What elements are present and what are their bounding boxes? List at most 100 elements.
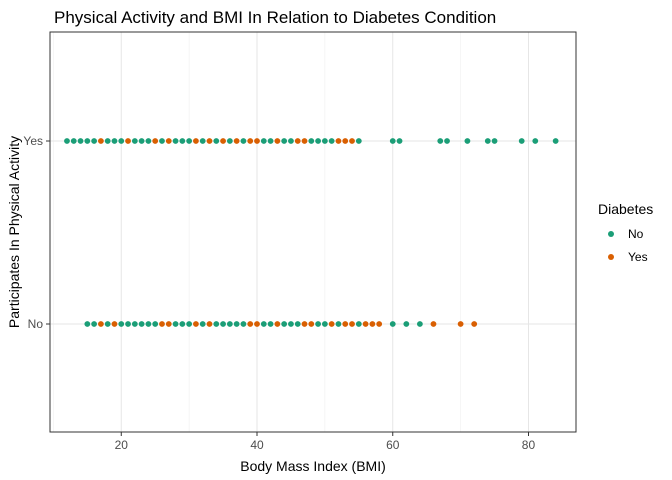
data-point-diabetes-no [226,321,233,327]
data-point-diabetes-no [315,138,321,144]
data-point-diabetes-no [213,321,220,327]
data-point-diabetes-no [532,138,539,144]
data-point-diabetes-no [131,321,138,327]
legend-label-yes: Yes [628,250,648,264]
data-point-diabetes-no [226,138,233,144]
data-point-diabetes-yes [342,321,349,327]
data-point-diabetes-no [199,138,206,144]
data-point-diabetes-yes [254,321,260,327]
data-point-diabetes-no [186,321,193,327]
data-point-diabetes-no [159,138,165,144]
data-point-diabetes-no [288,138,294,144]
data-point-diabetes-yes [335,138,342,144]
data-point-diabetes-no [437,138,444,144]
data-point-diabetes-no [64,138,70,144]
data-point-diabetes-no [308,138,315,144]
y-tick-label: Yes [23,134,43,148]
x-axis: 20 40 60 80 [115,432,536,452]
y-axis: No Yes [23,134,50,331]
data-point-diabetes-yes [247,138,254,144]
data-point-diabetes-no [355,321,362,327]
data-point-diabetes-no [179,321,186,327]
data-point-diabetes-yes [308,321,315,327]
legend-key-yes [608,254,614,260]
data-point-diabetes-no [172,321,179,327]
x-tick-label: 40 [250,438,264,452]
data-point-diabetes-no [321,321,328,327]
data-point-diabetes-no [416,321,423,327]
x-tick-label: 80 [522,438,536,452]
data-point-diabetes-no [240,138,247,144]
data-point-diabetes-no [138,321,145,327]
data-point-diabetes-no [111,138,118,144]
data-point-diabetes-no [389,321,396,327]
data-point-diabetes-yes [349,138,355,144]
data-point-diabetes-no [484,138,491,144]
data-point-diabetes-no [518,138,525,144]
data-point-diabetes-yes [349,321,355,327]
data-point-diabetes-no [321,138,328,144]
data-point-diabetes-yes [111,321,118,327]
data-point-diabetes-yes [165,138,172,144]
data-point-diabetes-no [315,321,321,327]
data-point-diabetes-yes [159,321,165,327]
data-point-diabetes-no [70,138,77,144]
data-point-diabetes-no [396,138,403,144]
data-point-diabetes-yes [193,138,199,144]
legend-title: Diabetes [598,201,653,217]
data-point-diabetes-no [294,321,301,327]
data-point-diabetes-no [281,138,288,144]
data-point-diabetes-no [145,321,152,327]
data-point-diabetes-no [403,321,410,327]
data-point-diabetes-yes [328,321,335,327]
data-point-diabetes-no [491,138,498,144]
data-point-diabetes-no [267,138,274,144]
data-point-diabetes-no [118,138,125,144]
data-point-diabetes-yes [342,138,349,144]
data-point-diabetes-yes [220,138,226,144]
data-point-diabetes-yes [369,321,376,327]
x-axis-title: Body Mass Index (BMI) [240,458,386,474]
data-point-diabetes-yes [165,321,172,327]
data-point-diabetes-yes [206,138,213,144]
plot-background [50,32,576,432]
data-point-diabetes-no [77,138,84,144]
data-point-diabetes-yes [233,138,240,144]
data-points [64,138,559,327]
data-point-diabetes-yes [430,321,437,327]
data-point-diabetes-no [152,321,159,327]
data-point-diabetes-yes [471,321,478,327]
data-point-diabetes-no [104,321,111,327]
data-point-diabetes-no [288,321,294,327]
data-point-diabetes-no [260,138,267,144]
data-point-diabetes-no [328,138,335,144]
y-tick-label: No [28,317,44,331]
data-point-diabetes-yes [376,321,383,327]
data-point-diabetes-no [220,321,226,327]
data-point-diabetes-no [172,138,179,144]
data-point-diabetes-yes [362,321,369,327]
data-point-diabetes-yes [457,321,464,327]
data-point-diabetes-no [199,321,206,327]
data-point-diabetes-no [552,138,559,144]
data-point-diabetes-yes [193,321,199,327]
data-point-diabetes-no [281,321,288,327]
data-point-diabetes-no [260,321,267,327]
data-point-diabetes-yes [206,321,213,327]
y-axis-title: Participates In Physical Activity [6,136,22,328]
data-point-diabetes-no [464,138,471,144]
data-point-diabetes-yes [254,138,260,144]
data-point-diabetes-yes [152,138,159,144]
data-point-diabetes-no [213,138,220,144]
chart-title: Physical Activity and BMI In Relation to… [54,8,496,27]
data-point-diabetes-yes [125,138,131,144]
legend-key-no [608,231,614,237]
data-point-diabetes-no [355,138,362,144]
data-point-diabetes-no [118,321,125,327]
data-point-diabetes-yes [247,321,254,327]
data-point-diabetes-no [267,321,274,327]
data-point-diabetes-no [240,321,247,327]
plot-panel [49,31,577,433]
data-point-diabetes-no [389,138,396,144]
